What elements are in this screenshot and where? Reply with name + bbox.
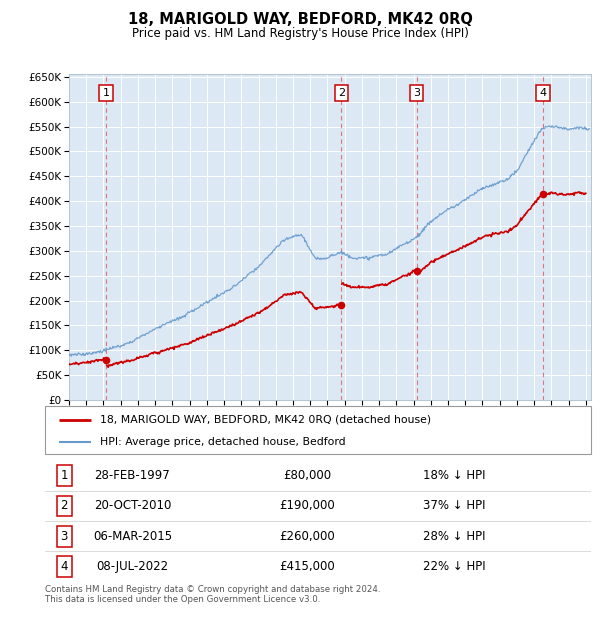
Text: HPI: Average price, detached house, Bedford: HPI: Average price, detached house, Bedf… <box>100 437 345 447</box>
Text: £415,000: £415,000 <box>279 560 335 573</box>
Text: 1: 1 <box>61 469 68 482</box>
Text: 2: 2 <box>61 500 68 513</box>
Text: 2: 2 <box>338 88 345 98</box>
Text: 4: 4 <box>61 560 68 573</box>
Text: Price paid vs. HM Land Registry's House Price Index (HPI): Price paid vs. HM Land Registry's House … <box>131 27 469 40</box>
Text: 3: 3 <box>413 88 420 98</box>
Text: 08-JUL-2022: 08-JUL-2022 <box>96 560 169 573</box>
Text: £80,000: £80,000 <box>283 469 331 482</box>
Text: 37% ↓ HPI: 37% ↓ HPI <box>423 500 486 513</box>
Text: 4: 4 <box>539 88 547 98</box>
Text: 18, MARIGOLD WAY, BEDFORD, MK42 0RQ (detached house): 18, MARIGOLD WAY, BEDFORD, MK42 0RQ (det… <box>100 415 431 425</box>
Text: 18% ↓ HPI: 18% ↓ HPI <box>423 469 486 482</box>
Text: 20-OCT-2010: 20-OCT-2010 <box>94 500 171 513</box>
Text: 22% ↓ HPI: 22% ↓ HPI <box>423 560 486 573</box>
Text: 3: 3 <box>61 529 68 542</box>
Text: £190,000: £190,000 <box>279 500 335 513</box>
Text: 28-FEB-1997: 28-FEB-1997 <box>94 469 170 482</box>
Text: 1: 1 <box>103 88 110 98</box>
Text: 18, MARIGOLD WAY, BEDFORD, MK42 0RQ: 18, MARIGOLD WAY, BEDFORD, MK42 0RQ <box>128 12 472 27</box>
Text: 06-MAR-2015: 06-MAR-2015 <box>93 529 172 542</box>
Text: Contains HM Land Registry data © Crown copyright and database right 2024.
This d: Contains HM Land Registry data © Crown c… <box>45 585 380 604</box>
FancyBboxPatch shape <box>45 406 591 454</box>
Text: 28% ↓ HPI: 28% ↓ HPI <box>423 529 486 542</box>
Text: £260,000: £260,000 <box>279 529 335 542</box>
